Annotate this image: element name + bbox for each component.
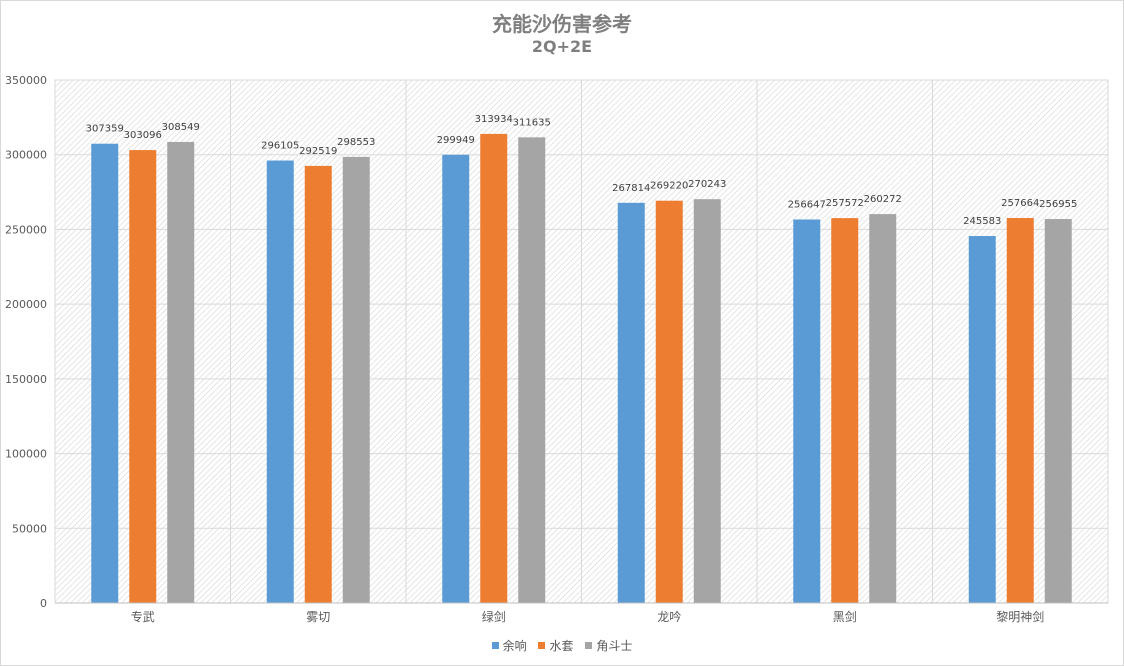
bar bbox=[167, 141, 195, 603]
bar bbox=[793, 219, 821, 604]
data-label: 307359 bbox=[86, 124, 124, 135]
axes: 0 50000 100000 150000 200000 250000 300000 3500… bbox=[5, 74, 1108, 624]
data-label: 256647 bbox=[788, 199, 826, 210]
legend-item-0: 余响 bbox=[491, 637, 527, 654]
y-tick-label: 0 bbox=[40, 597, 47, 610]
x-tick-label: 黎明神剑 bbox=[996, 609, 1044, 624]
x-tick-label: 专武 bbox=[131, 609, 155, 624]
legend-label: 余响 bbox=[502, 639, 527, 653]
bar bbox=[869, 214, 897, 603]
y-tick-label: 250000 bbox=[5, 223, 47, 236]
data-label: 257664 bbox=[1001, 198, 1039, 209]
bar bbox=[617, 202, 645, 603]
x-tick-label: 绿剑 bbox=[482, 609, 506, 624]
data-label: 308549 bbox=[162, 122, 200, 133]
data-label: 296105 bbox=[261, 141, 299, 152]
bar bbox=[831, 218, 859, 604]
y-tick-label: 300000 bbox=[5, 149, 47, 162]
legend-swatch bbox=[585, 642, 593, 649]
legend-label: 角斗士 bbox=[596, 639, 633, 653]
y-tick-label: 350000 bbox=[5, 74, 47, 87]
legend-item-2: 角斗士 bbox=[585, 637, 632, 654]
bar bbox=[266, 160, 294, 603]
data-label: 260272 bbox=[864, 194, 902, 205]
y-tick-label: 200000 bbox=[5, 298, 47, 311]
bar bbox=[342, 156, 370, 603]
chart-title: 充能沙伤害参考 bbox=[492, 12, 632, 36]
bar bbox=[480, 133, 508, 603]
data-label: 270243 bbox=[688, 179, 726, 190]
data-label: 257572 bbox=[826, 198, 864, 209]
bar bbox=[1044, 219, 1072, 603]
legend-label: 水套 bbox=[549, 639, 574, 653]
bar bbox=[129, 150, 157, 603]
gridlines bbox=[55, 79, 1108, 603]
data-label: 292519 bbox=[299, 146, 337, 157]
legend: 余响 水套 角斗士 bbox=[0, 637, 1124, 654]
data-label: 267814 bbox=[612, 183, 650, 194]
y-tick-label: 50000 bbox=[12, 522, 47, 535]
bar bbox=[518, 137, 546, 603]
chart-subtitle: 2Q+2E bbox=[531, 37, 593, 56]
bar bbox=[91, 143, 119, 603]
x-tick-label: 黑剑 bbox=[833, 609, 857, 624]
y-tick-label: 100000 bbox=[5, 448, 47, 461]
legend-swatch bbox=[491, 642, 499, 649]
data-label: 303096 bbox=[124, 130, 162, 141]
bar bbox=[693, 199, 721, 603]
data-label: 311635 bbox=[513, 117, 551, 128]
bar bbox=[304, 165, 332, 603]
bar bbox=[968, 236, 996, 604]
data-label: 298553 bbox=[337, 137, 375, 148]
bar bbox=[442, 154, 470, 603]
data-label: 299949 bbox=[437, 135, 475, 146]
bar bbox=[1006, 217, 1034, 603]
legend-item-1: 水套 bbox=[538, 637, 574, 654]
x-tick-label: 龙吟 bbox=[657, 609, 681, 624]
y-tick-label: 150000 bbox=[5, 373, 47, 386]
data-label: 313934 bbox=[475, 114, 513, 125]
data-label: 245583 bbox=[963, 216, 1001, 227]
data-label: 269220 bbox=[650, 181, 688, 192]
bar bbox=[655, 200, 683, 603]
bars bbox=[91, 133, 1072, 604]
x-tick-label: 雾切 bbox=[306, 610, 330, 624]
data-label: 256955 bbox=[1039, 199, 1077, 210]
legend-swatch bbox=[538, 642, 546, 649]
